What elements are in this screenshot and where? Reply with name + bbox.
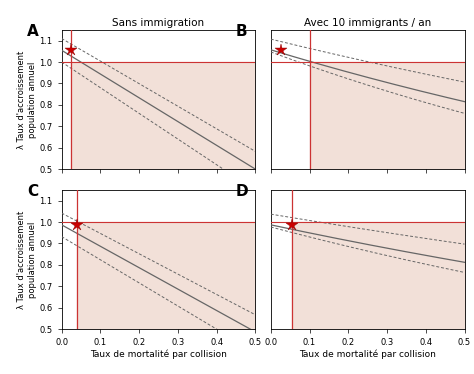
X-axis label: Taux de mortalité par collision: Taux de mortalité par collision (90, 350, 227, 359)
Y-axis label: λ Taux d'accroissement
population annuel: λ Taux d'accroissement population annuel (17, 50, 36, 148)
Text: D: D (236, 184, 248, 199)
Text: C: C (27, 184, 38, 199)
Title: Avec 10 immigrants / an: Avec 10 immigrants / an (304, 18, 431, 28)
Title: Sans immigration: Sans immigration (112, 18, 205, 28)
Text: B: B (236, 24, 247, 39)
Text: A: A (27, 24, 38, 39)
X-axis label: Taux de mortalité par collision: Taux de mortalité par collision (299, 350, 436, 359)
Y-axis label: λ Taux d'accroissement
population annuel: λ Taux d'accroissement population annuel (17, 211, 36, 309)
